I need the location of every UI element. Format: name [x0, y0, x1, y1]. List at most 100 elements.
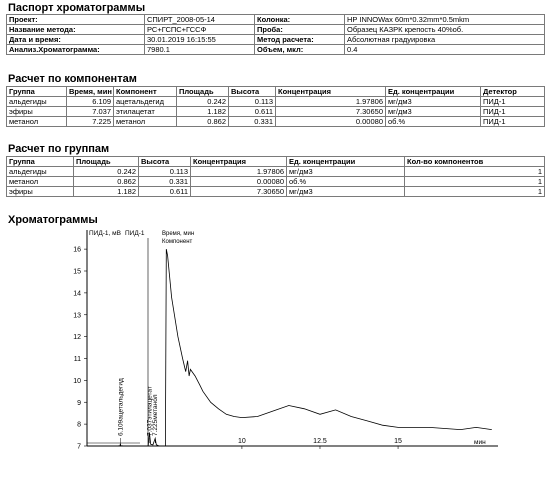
table-row: метанол 0.862 0.331 0.00080 об.% 1 — [6, 176, 545, 187]
col-group: Группа — [6, 86, 67, 97]
col-area: Площадь — [176, 86, 229, 97]
y-tick-label: 14 — [73, 290, 81, 297]
cell-concentration: 1.97806 — [190, 166, 287, 177]
column-label: Колонка: — [254, 14, 345, 25]
cell-group: эфиры — [6, 106, 67, 117]
col-concentration: Концентрация — [190, 156, 287, 167]
col-height: Высота — [228, 86, 276, 97]
cell-concentration: 0.00080 — [275, 116, 386, 127]
project-value: СПИРТ_2008-05-14 — [144, 14, 255, 25]
cell-unit: мг/дм3 — [385, 106, 481, 117]
peak-time: 7.225 — [152, 419, 159, 436]
components-heading: Расчет по компонентам — [8, 73, 137, 85]
chromatogram-chart: ПИД-1, мВ ПИД-1 Время, мин Компонент 16 1… — [73, 230, 498, 451]
cell-time: 6.109 — [66, 96, 114, 107]
legend-time: Время, мин — [162, 231, 194, 237]
table-row: альдегиды 0.242 0.113 1.97806 мг/дм3 1 — [6, 166, 545, 177]
column-value: HP INNOWax 60m*0.32mm*0.5mkm — [344, 14, 545, 25]
cell-component: метанол — [113, 116, 177, 127]
cell-area: 0.242 — [176, 96, 229, 107]
cell-concentration: 0.00080 — [190, 176, 287, 187]
cell-height: 0.611 — [138, 186, 191, 197]
peak-label: 7.225метанол — [152, 394, 159, 436]
table-row: альдегиды 6.109 ацетальдегид 0.242 0.113… — [6, 96, 545, 107]
cell-group: альдегиды — [6, 166, 74, 177]
cell-component-count: 1 — [404, 166, 545, 177]
cell-concentration: 7.30650 — [190, 186, 287, 197]
y-tick-label: 13 — [73, 312, 81, 319]
analysis-label: Анализ.Хроматограмма: — [6, 44, 145, 55]
y-tick-label: 11 — [74, 356, 81, 363]
col-detector: Детектор — [480, 86, 545, 97]
col-component: Компонент — [113, 86, 177, 97]
legend-component: Компонент — [162, 239, 193, 245]
cell-unit: об.% — [286, 176, 405, 187]
x-tick-label: 10 — [238, 438, 246, 445]
peak-name: этилацетат — [146, 386, 153, 420]
cell-unit: мг/дм3 — [286, 186, 405, 197]
chromatograms-heading: Хроматограммы — [8, 214, 98, 226]
cell-group: метанол — [6, 116, 67, 127]
table-row: метанол 7.225 метанол 0.862 0.331 0.0008… — [6, 116, 545, 127]
cell-height: 0.611 — [228, 106, 276, 117]
cell-height: 0.331 — [228, 116, 276, 127]
cell-component-count: 1 — [404, 186, 545, 197]
method-value: РС+ГСПС+ГССФ — [144, 24, 255, 35]
y-tick-label: 9 — [77, 400, 81, 407]
col-concentration: Концентрация — [275, 86, 386, 97]
peak-name: ацетальдегид — [117, 378, 124, 420]
col-component-count: Кол-во компонентов — [404, 156, 545, 167]
y-axis-label: ПИД-1, мВ — [89, 230, 121, 237]
x-axis-unit: мин — [474, 439, 486, 446]
cell-unit: об.% — [385, 116, 481, 127]
datetime-label: Дата и время: — [6, 34, 145, 45]
y-tick-label: 7 — [77, 444, 81, 451]
cell-component: этилацетат — [113, 106, 177, 117]
cell-group: эфиры — [6, 186, 74, 197]
chromatogram-trace — [92, 249, 492, 447]
cell-component: ацетальдегид — [113, 96, 177, 107]
cell-area: 0.242 — [73, 166, 139, 177]
analysis-value: 7980.1 — [144, 44, 255, 55]
y-tick-label: 15 — [73, 269, 81, 276]
cell-detector: ПИД-1 — [480, 96, 545, 107]
y-tick-label: 12 — [73, 334, 81, 341]
datetime-value: 30.01.2019 16:15:55 — [144, 34, 255, 45]
components-table: Группа Время, мин Компонент Площадь Высо… — [6, 86, 545, 127]
cell-unit: мг/дм3 — [385, 96, 481, 107]
cell-group: альдегиды — [6, 96, 67, 107]
peak-time: 6.109 — [117, 419, 124, 436]
col-time: Время, мин — [66, 86, 114, 97]
cell-detector: ПИД-1 — [480, 106, 545, 117]
peak-label: 6.109ацетальдегид — [117, 378, 124, 436]
col-height: Высота — [138, 156, 191, 167]
col-unit: Ед. концентрации — [286, 156, 405, 167]
sample-label: Проба: — [254, 24, 345, 35]
passport-heading: Паспорт хроматограммы — [8, 2, 146, 14]
cell-unit: мг/дм3 — [286, 166, 405, 177]
calc-method-value: Абсолютная градуировка — [344, 34, 545, 45]
x-tick-label: 12.5 — [313, 438, 327, 445]
col-group: Группа — [6, 156, 74, 167]
calc-method-label: Метод расчета: — [254, 34, 345, 45]
cell-height: 0.113 — [138, 166, 191, 177]
method-label: Название метода: — [6, 24, 145, 35]
sample-value: Образец КАЗРК крепость 40%об. — [344, 24, 545, 35]
cell-area: 0.862 — [176, 116, 229, 127]
col-unit: Ед. концентрации — [385, 86, 481, 97]
volume-label: Объем, мкл: — [254, 44, 345, 55]
peak-label: 7.037этилацетат — [146, 386, 153, 436]
volume-value: 0.4 — [344, 44, 545, 55]
project-label: Проект: — [6, 14, 145, 25]
peak-name: метанол — [152, 394, 159, 419]
peak-time: 7.037 — [146, 419, 153, 436]
groups-heading: Расчет по группам — [8, 143, 110, 155]
y-tick-label: 8 — [77, 422, 81, 429]
cell-group: метанол — [6, 176, 74, 187]
cell-height: 0.331 — [138, 176, 191, 187]
table-row: эфиры 7.037 этилацетат 1.182 0.611 7.306… — [6, 106, 545, 117]
y-tick-label: 16 — [73, 247, 81, 254]
cell-area: 1.182 — [176, 106, 229, 117]
col-area: Площадь — [73, 156, 139, 167]
cell-concentration: 7.30650 — [275, 106, 386, 117]
